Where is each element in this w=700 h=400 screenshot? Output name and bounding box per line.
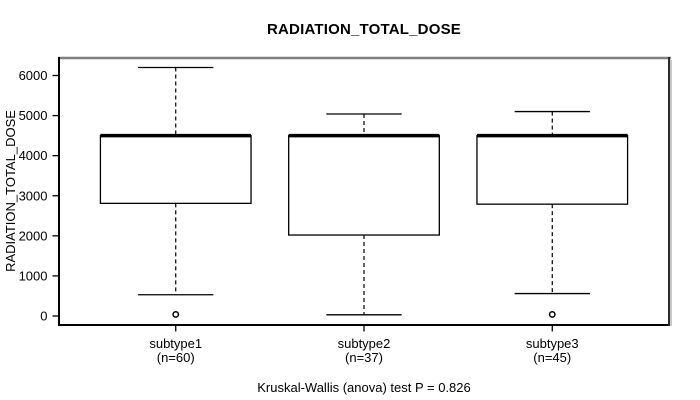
stat-test-caption: Kruskal-Wallis (anova) test P = 0.826 — [257, 380, 471, 395]
chart-title: RADIATION_TOTAL_DOSE — [267, 21, 461, 38]
y-tick-label: 2000 — [19, 228, 48, 243]
x-tick-sublabel: (n=60) — [157, 350, 195, 365]
outlier-point — [172, 310, 180, 318]
y-tick-label: 0 — [40, 309, 47, 324]
y-tick-label: 4000 — [19, 148, 48, 163]
x-tick-sublabel: (n=37) — [345, 350, 383, 365]
x-tick-label: subtype2 — [338, 336, 391, 351]
iqr-box — [99, 134, 252, 205]
y-tick-label: 5000 — [19, 108, 48, 123]
outlier-point — [548, 310, 556, 318]
iqr-box — [476, 134, 629, 205]
chart-content: 0 1000 2000 3000 4000 5000 6000 subtype1(n=60) s… — [19, 66, 629, 365]
y-axis-label: RADIATION_TOTAL_DOSE — [3, 110, 18, 272]
y-tick-label: 6000 — [19, 68, 48, 83]
plot-frame — [58, 56, 672, 326]
y-tick-label: 3000 — [19, 188, 48, 203]
x-tick-sublabel: (n=45) — [533, 350, 571, 365]
iqr-box — [288, 134, 440, 236]
x-tick-label: subtype3 — [526, 336, 579, 351]
y-tick-label: 1000 — [19, 268, 48, 283]
x-tick-label: subtype1 — [149, 336, 202, 351]
